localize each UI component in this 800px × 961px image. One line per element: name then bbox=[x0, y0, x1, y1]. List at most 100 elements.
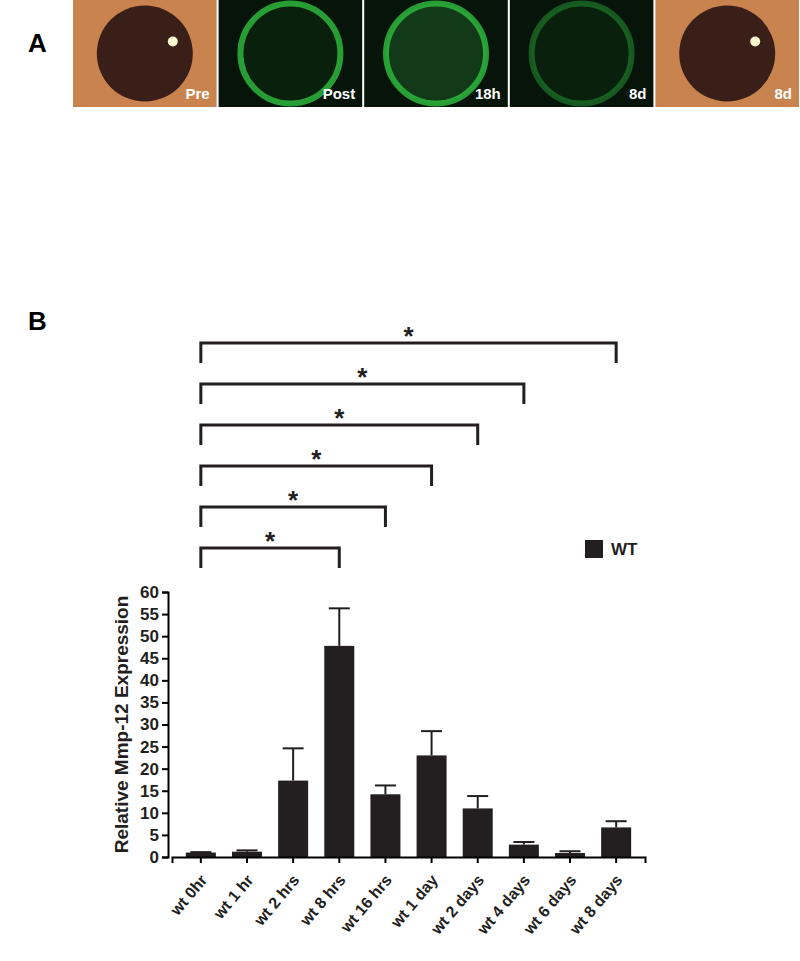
bar bbox=[601, 827, 631, 857]
error-bar bbox=[560, 851, 581, 853]
error-bar bbox=[283, 748, 304, 780]
x-tick-label: wt 0hr bbox=[166, 871, 210, 919]
y-tick-label: 35 bbox=[140, 693, 159, 712]
error-bar bbox=[190, 852, 211, 853]
x-tick: wt 2 hrs bbox=[250, 857, 303, 929]
photo: 18h bbox=[364, 0, 508, 107]
x-tick-mark bbox=[477, 857, 479, 863]
error-cap bbox=[421, 730, 442, 732]
panel-label: B bbox=[28, 306, 47, 336]
photo-label: Pre bbox=[185, 85, 209, 102]
bracket-label: * bbox=[311, 444, 322, 474]
photo-background bbox=[655, 0, 799, 107]
y-tick: 30 bbox=[140, 715, 168, 734]
y-axis-line bbox=[162, 593, 169, 858]
photo-background bbox=[364, 0, 508, 107]
legend-label: WT bbox=[611, 540, 638, 559]
photo-label: 8d bbox=[629, 85, 647, 102]
eye bbox=[679, 6, 775, 102]
y-tick-mark bbox=[162, 746, 168, 748]
x-tick-mark bbox=[292, 857, 294, 863]
photo-background bbox=[219, 0, 363, 107]
error-cap bbox=[606, 820, 627, 822]
error-cap bbox=[513, 841, 534, 843]
photo: Pre bbox=[73, 0, 217, 107]
bar bbox=[324, 646, 354, 857]
error-cap bbox=[329, 607, 350, 609]
error-stem bbox=[431, 731, 433, 755]
error-bar bbox=[513, 842, 534, 845]
y-tick-mark bbox=[162, 812, 168, 814]
error-cap bbox=[236, 849, 257, 851]
photo-label: Post bbox=[323, 85, 356, 102]
photo-background bbox=[73, 0, 217, 107]
legend: WT bbox=[585, 540, 638, 559]
bracket: * bbox=[201, 526, 339, 568]
photo-label: 8d bbox=[774, 85, 792, 102]
y-tick-mark bbox=[162, 636, 168, 638]
photo-label: 18h bbox=[475, 85, 501, 102]
bar bbox=[186, 853, 216, 857]
error-cap bbox=[375, 784, 396, 786]
error-cap bbox=[560, 850, 581, 852]
figure: APrePost18h8d8dB051015202530354045505560… bbox=[0, 0, 800, 961]
photo: 8d bbox=[655, 0, 799, 107]
photo: 8d bbox=[510, 0, 654, 107]
y-tick: 15 bbox=[140, 782, 168, 801]
error-cap bbox=[467, 795, 488, 797]
y-tick-label: 50 bbox=[140, 627, 159, 646]
error-bar bbox=[467, 796, 488, 808]
y-tick: 25 bbox=[140, 738, 168, 757]
x-axis: wt 0hrwt 1 hrwt 2 hrswt 8 hrswt 16 hrs wt… bbox=[166, 857, 645, 938]
error-stem bbox=[384, 785, 386, 794]
error-cap bbox=[283, 747, 304, 749]
reflection bbox=[168, 37, 178, 47]
bar bbox=[232, 852, 262, 857]
panel-label: A bbox=[28, 28, 47, 58]
x-tick-mark bbox=[615, 857, 617, 863]
error-bar bbox=[329, 608, 350, 646]
legend-swatch bbox=[585, 540, 603, 558]
x-tick-mark bbox=[523, 857, 525, 863]
bracket-label: * bbox=[403, 321, 414, 351]
y-tick-label: 30 bbox=[140, 715, 159, 734]
y-tick: 20 bbox=[140, 760, 168, 779]
x-tick-mark bbox=[246, 857, 248, 863]
x-tick: wt 0hr bbox=[166, 857, 210, 919]
x-tick-label: wt 2 hrs bbox=[250, 871, 303, 929]
y-tick-mark bbox=[162, 702, 168, 704]
x-tick: wt 8 days bbox=[566, 857, 626, 938]
error-stem bbox=[338, 608, 340, 646]
y-tick-mark bbox=[162, 834, 168, 836]
bracket: * bbox=[201, 362, 524, 404]
y-tick-label: 60 bbox=[140, 583, 159, 602]
error-stem bbox=[477, 796, 479, 808]
y-tick-mark bbox=[162, 614, 168, 616]
x-tick: wt 8 hrs bbox=[296, 857, 349, 929]
eye-ring bbox=[386, 4, 486, 104]
x-tick-label: wt 16 hrs bbox=[337, 871, 395, 936]
bar bbox=[370, 794, 400, 857]
x-tick-label: wt 1 hr bbox=[210, 871, 257, 922]
y-tick-label: 5 bbox=[150, 826, 159, 845]
photo-background bbox=[510, 0, 654, 107]
error-bar bbox=[375, 785, 396, 794]
bracket: * bbox=[201, 485, 386, 527]
y-tick-mark bbox=[162, 768, 168, 770]
bar bbox=[509, 845, 539, 857]
eye-ring bbox=[532, 4, 632, 104]
y-axis: 051015202530354045505560 bbox=[140, 583, 168, 867]
y-axis-title: Relative Mmp-12 Expression bbox=[111, 596, 132, 854]
bracket-label: * bbox=[357, 362, 368, 392]
y-tick-label: 40 bbox=[140, 671, 159, 690]
x-tick-mark bbox=[200, 857, 202, 863]
y-tick: 45 bbox=[140, 649, 168, 668]
x-tick-label: wt 8 days bbox=[566, 871, 626, 938]
x-tick-mark bbox=[384, 857, 386, 863]
y-tick-mark bbox=[162, 857, 168, 859]
bar bbox=[555, 853, 585, 857]
y-tick-label: 20 bbox=[140, 760, 159, 779]
x-tick-mark bbox=[569, 857, 571, 863]
bar bbox=[278, 781, 308, 857]
bracket: * bbox=[201, 403, 478, 445]
